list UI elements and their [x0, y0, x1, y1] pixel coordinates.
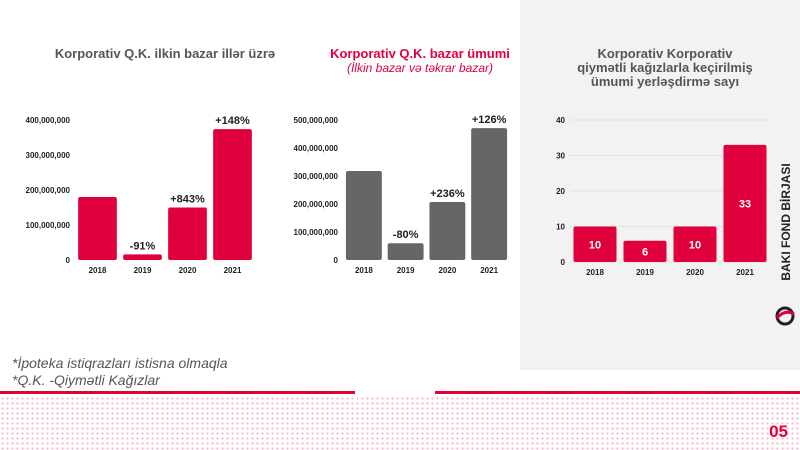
- x-tick-label: 2018: [355, 266, 373, 275]
- y-tick-label: 300,000,000: [26, 151, 71, 160]
- chart-1-title: Korporativ Q.K. ilkin bazar illər üzrə: [54, 46, 276, 61]
- y-tick-label: 400,000,000: [26, 116, 71, 125]
- x-tick-label: 2018: [89, 266, 107, 275]
- divider-left: [0, 391, 355, 394]
- y-tick-label: 200,000,000: [294, 200, 339, 209]
- bar-2018: [573, 226, 617, 262]
- divider-right: [435, 391, 800, 394]
- x-tick-label: 2021: [736, 268, 754, 277]
- logo-swirl-icon: [775, 306, 795, 326]
- bar-2020: [429, 202, 466, 260]
- y-tick-label: 0: [334, 256, 339, 265]
- bar-2019: [387, 243, 424, 260]
- y-tick-label: 100,000,000: [294, 228, 339, 237]
- bar-2018: [345, 170, 382, 260]
- bar-2020: [168, 207, 207, 260]
- y-tick-label: 400,000,000: [294, 144, 339, 153]
- bar-2019: [123, 254, 162, 260]
- x-tick-label: 2020: [438, 266, 456, 275]
- y-tick-label: 500,000,000: [294, 116, 339, 125]
- data-label: +236%: [430, 188, 465, 200]
- chart-3-title: Korporativ Korporativ qiymətli kağızlarl…: [577, 46, 753, 89]
- charts-canvas: 0 100,000,000 200,000,000 300,000,000 400,00…: [26, 114, 770, 277]
- y-tick-label: 40: [556, 116, 565, 125]
- footnotes: *İpoteka istiqrazları istisna olmaqla *Q…: [12, 355, 228, 389]
- data-label: 6: [642, 246, 648, 258]
- dot-pattern: [0, 396, 800, 450]
- x-tick-label: 2020: [179, 266, 197, 275]
- page-number: 05: [769, 422, 788, 441]
- y-tick-label: 0: [66, 256, 71, 265]
- data-label: +148%: [215, 115, 250, 127]
- bar-2020: [673, 226, 717, 262]
- x-tick-label: 2021: [224, 266, 242, 275]
- y-tick-label: 10: [556, 223, 565, 232]
- x-tick-label: 2018: [586, 268, 604, 277]
- data-label: 10: [689, 239, 701, 251]
- data-label: -80%: [393, 229, 419, 241]
- bar-2021: [723, 144, 767, 262]
- bar-2018: [78, 197, 117, 260]
- data-label: 10: [589, 239, 601, 251]
- chart-2-title: Korporativ Q.K. bazar ümumi (İlkin bazar …: [300, 47, 540, 76]
- footnote: *İpoteka istiqrazları istisna olmaqla: [12, 355, 228, 371]
- x-tick-label: 2021: [480, 266, 498, 275]
- logo-text: BAKI FOND BİRJASI: [779, 163, 793, 281]
- bar-2021: [213, 129, 252, 260]
- x-tick-label: 2020: [686, 268, 704, 277]
- logo: BAKI FOND BİRJASI: [775, 155, 796, 326]
- chart-2-subtitle: (İlkin bazar və təkrar bazar): [346, 61, 494, 75]
- x-tick-label: 2019: [636, 268, 654, 277]
- bar-2019: [623, 240, 667, 262]
- y-tick-label: 300,000,000: [294, 172, 339, 181]
- y-tick-label: 100,000,000: [26, 221, 71, 230]
- footnote: *Q.K. -Qiymətli Kağızlar: [12, 372, 160, 388]
- x-tick-label: 2019: [134, 266, 152, 275]
- y-tick-label: 20: [556, 187, 565, 196]
- data-label: +126%: [472, 114, 507, 126]
- data-label: -91%: [130, 240, 156, 252]
- y-tick-label: 30: [556, 152, 565, 161]
- y-tick-label: 200,000,000: [26, 186, 71, 195]
- data-label: 33: [739, 198, 751, 210]
- x-tick-label: 2019: [397, 266, 415, 275]
- y-tick-label: 0: [561, 258, 566, 267]
- data-label: +843%: [170, 194, 205, 206]
- bar-2021: [471, 128, 508, 260]
